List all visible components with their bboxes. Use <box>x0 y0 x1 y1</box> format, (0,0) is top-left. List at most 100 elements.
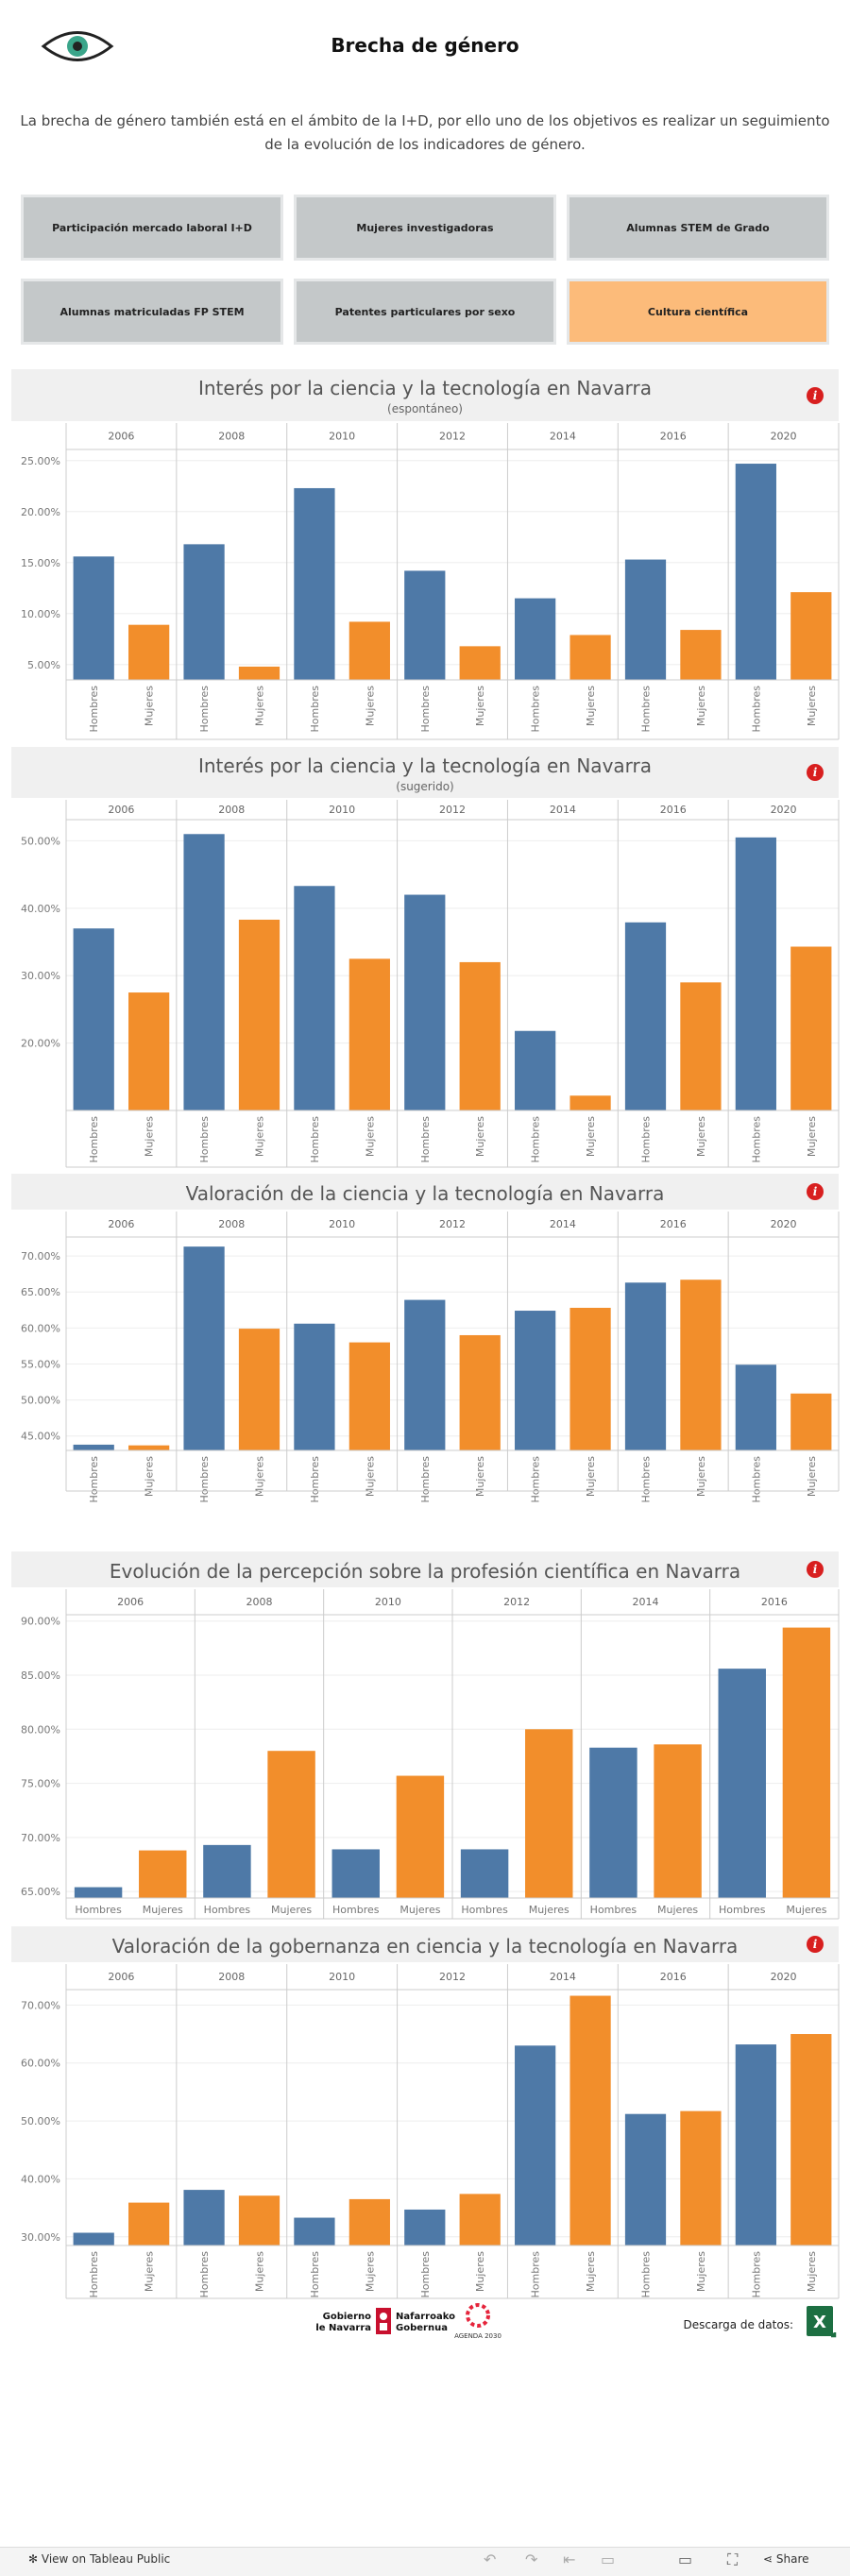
bar-hombres-2020[interactable] <box>735 464 776 680</box>
share-button[interactable]: ⋖ Share <box>763 2552 809 2566</box>
bar-hombres-2010[interactable] <box>294 1323 335 1450</box>
revert-icon[interactable]: ⇤ <box>563 2551 576 2568</box>
bar-mujeres-2010[interactable] <box>348 958 390 1110</box>
bar-hombres-2008[interactable] <box>183 1246 225 1450</box>
info-icon[interactable]: i <box>807 764 824 781</box>
x-category-label: Mujeres <box>144 2251 156 2292</box>
info-icon[interactable]: i <box>807 386 824 404</box>
bar-mujeres-2014[interactable] <box>570 635 611 680</box>
gov-name-es: Gobierno <box>323 2312 371 2322</box>
bar-hombres-2014[interactable] <box>589 1747 638 1898</box>
nav-button-4[interactable]: Alumnas matriculadas FP STEM <box>21 279 283 345</box>
bar-hombres-2008[interactable] <box>183 834 225 1110</box>
bar-hombres-2006[interactable] <box>73 2232 114 2246</box>
bar-hombres-2010[interactable] <box>294 886 335 1110</box>
bar-hombres-2012[interactable] <box>404 570 446 680</box>
bar-mujeres-2012[interactable] <box>459 1334 501 1450</box>
bar-hombres-2020[interactable] <box>735 837 776 1110</box>
bar-hombres-2006[interactable] <box>73 928 114 1110</box>
bar-hombres-2014[interactable] <box>515 598 556 680</box>
bar-hombres-2010[interactable] <box>332 1849 380 1898</box>
bar-hombres-2020[interactable] <box>735 2044 776 2246</box>
bar-mujeres-2014[interactable] <box>570 1995 611 2246</box>
bar-mujeres-2016[interactable] <box>680 1280 722 1450</box>
chart-title: Interés por la ciencia y la tecnología e… <box>197 377 653 399</box>
bar-hombres-2012[interactable] <box>404 894 446 1110</box>
redo-icon[interactable]: ↷ <box>525 2551 538 2568</box>
nav-button-3[interactable]: Alumnas STEM de Grado <box>567 195 829 261</box>
bar-mujeres-2008[interactable] <box>238 919 280 1110</box>
bar-hombres-2006[interactable] <box>74 1887 123 1898</box>
bar-mujeres-2020[interactable] <box>790 946 832 1110</box>
bar-mujeres-2016[interactable] <box>680 2110 722 2246</box>
bar-hombres-2012[interactable] <box>404 1299 446 1450</box>
intro-text: La brecha de género también está en el á… <box>20 112 830 153</box>
chart-subtitle: (espontáneo) <box>387 402 463 415</box>
bar-hombres-2010[interactable] <box>294 487 335 680</box>
bar-mujeres-2010[interactable] <box>348 1342 390 1450</box>
bar-hombres-2010[interactable] <box>294 2217 335 2246</box>
bar-mujeres-2012[interactable] <box>459 2194 501 2246</box>
bar-mujeres-2020[interactable] <box>790 592 832 680</box>
bar-hombres-2008[interactable] <box>203 1844 251 1898</box>
bar-mujeres-2010[interactable] <box>348 621 390 680</box>
bar-mujeres-2016[interactable] <box>680 982 722 1110</box>
view-on-tableau-link[interactable]: ✻ View on Tableau Public <box>28 2552 171 2566</box>
svg-text:X: X <box>813 2313 826 2332</box>
bar-mujeres-2010[interactable] <box>348 2198 390 2246</box>
bar-mujeres-2006[interactable] <box>128 2202 170 2246</box>
bar-mujeres-2010[interactable] <box>396 1775 445 1898</box>
comment-icon[interactable]: ▭ <box>678 2551 693 2568</box>
bar-mujeres-2014[interactable] <box>570 1095 611 1110</box>
bar-mujeres-2012[interactable] <box>525 1729 573 1898</box>
bar-mujeres-2012[interactable] <box>459 646 501 680</box>
bar-mujeres-2020[interactable] <box>790 1393 832 1450</box>
y-tick-label: 90.00% <box>21 1616 60 1628</box>
y-tick-label: 40.00% <box>21 903 60 915</box>
bar-hombres-2016[interactable] <box>718 1669 766 1898</box>
nav-button-1[interactable]: Participación mercado laboral I+D <box>21 195 283 261</box>
bar-mujeres-2008[interactable] <box>238 1329 280 1450</box>
bar-hombres-2014[interactable] <box>515 2045 556 2246</box>
bar-mujeres-2016[interactable] <box>782 1627 831 1898</box>
bar-hombres-2014[interactable] <box>515 1030 556 1110</box>
bar-mujeres-2014[interactable] <box>570 1307 611 1450</box>
bar-mujeres-2012[interactable] <box>459 961 501 1110</box>
bar-mujeres-2014[interactable] <box>654 1744 702 1898</box>
bar-hombres-2016[interactable] <box>624 559 667 680</box>
nav-button-5[interactable]: Patentes particulares por sexo <box>294 279 556 345</box>
bar-hombres-2008[interactable] <box>183 544 225 680</box>
bar-mujeres-2008[interactable] <box>238 666 280 680</box>
bar-mujeres-2006[interactable] <box>139 1850 187 1898</box>
bar-mujeres-2006[interactable] <box>128 1445 170 1450</box>
info-icon[interactable]: i <box>807 1183 824 1200</box>
fullscreen-icon[interactable]: ⛶ <box>727 2551 739 2568</box>
bar-mujeres-2006[interactable] <box>128 992 170 1110</box>
bar-mujeres-2008[interactable] <box>238 2195 280 2246</box>
chart-svg: 45.00% 50.00% 55.00% 60.00% 65.00% 70.00% 2006… <box>21 1212 840 1502</box>
bar-mujeres-2020[interactable] <box>790 2034 832 2246</box>
bar-hombres-2012[interactable] <box>460 1849 509 1898</box>
excel-download-icon[interactable]: X <box>805 2304 837 2340</box>
bar-hombres-2006[interactable] <box>73 556 114 680</box>
info-icon[interactable]: i <box>807 1936 824 1953</box>
x-category-label: Hombres <box>88 1456 100 1503</box>
bar-hombres-2008[interactable] <box>183 2190 225 2246</box>
info-icon[interactable]: i <box>807 1561 824 1578</box>
x-category-label: Hombres <box>88 1116 100 1163</box>
bar-hombres-2020[interactable] <box>735 1364 776 1450</box>
bar-hombres-2006[interactable] <box>73 1444 114 1450</box>
bar-hombres-2016[interactable] <box>624 1282 667 1450</box>
bar-hombres-2016[interactable] <box>624 2113 667 2246</box>
bar-hombres-2016[interactable] <box>624 922 667 1110</box>
bar-hombres-2012[interactable] <box>404 2209 446 2246</box>
bar-mujeres-2016[interactable] <box>680 630 722 680</box>
bar-mujeres-2008[interactable] <box>267 1751 315 1898</box>
undo-icon[interactable]: ↶ <box>484 2551 497 2568</box>
bar-mujeres-2006[interactable] <box>128 624 170 680</box>
bar-hombres-2014[interactable] <box>515 1311 556 1450</box>
pause-icon[interactable]: ▭ <box>601 2551 616 2568</box>
nav-button-2[interactable]: Mujeres investigadoras <box>294 195 556 261</box>
nav-button-6[interactable]: Cultura científica <box>567 279 829 345</box>
x-category-label: Hombres <box>640 1116 653 1163</box>
